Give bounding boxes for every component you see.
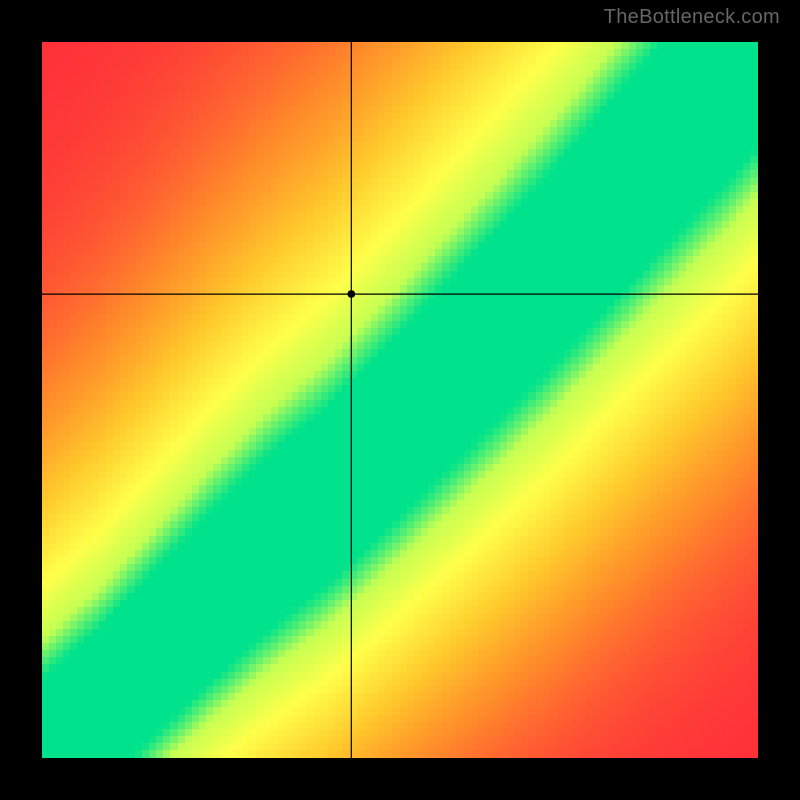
chart-container: TheBottleneck.com xyxy=(0,0,800,800)
heatmap-plot xyxy=(42,42,758,758)
heatmap-canvas xyxy=(42,42,758,758)
watermark-text: TheBottleneck.com xyxy=(604,6,780,29)
